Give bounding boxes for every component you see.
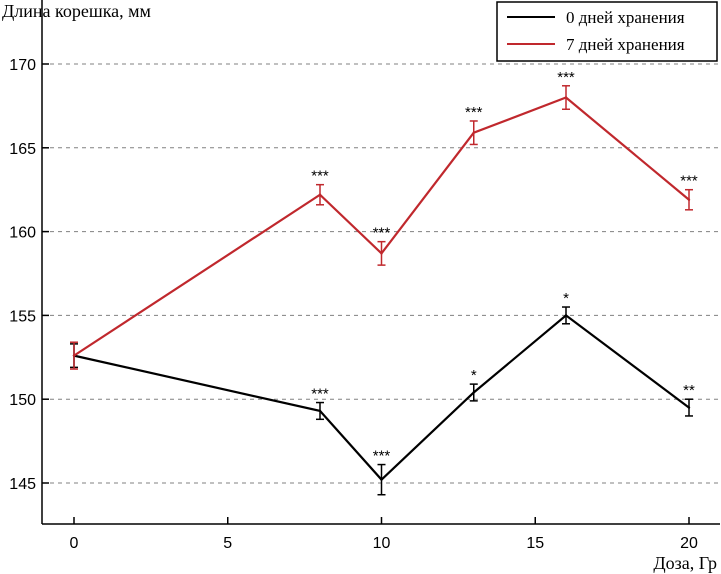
legend-label-0: 0 дней хранения	[566, 8, 685, 27]
significance-label-0-5: **	[683, 382, 695, 399]
data-point-1-4	[564, 96, 568, 99]
significance-label-1-3: ***	[465, 104, 483, 121]
significance-label-1-5: ***	[680, 173, 698, 190]
x-tick-label-10: 10	[373, 535, 391, 552]
data-point-0-1	[318, 409, 322, 413]
data-point-1-0	[72, 354, 76, 357]
axes	[41, 0, 720, 525]
grid-lines	[42, 63, 720, 484]
data-point-1-3	[472, 131, 475, 134]
legend-label-1: 7 дней хранения	[566, 35, 685, 54]
series-line-0	[73, 313, 690, 482]
series-line-1	[73, 96, 690, 357]
data-point-0-5	[687, 406, 691, 409]
significance-labels: *************************	[311, 69, 698, 465]
data-point-0-3	[472, 391, 475, 394]
data-series	[70, 85, 693, 496]
y-axis-title: Длина корешка, мм	[2, 1, 151, 21]
data-point-1-1	[318, 193, 322, 196]
y-tick-label-165: 165	[9, 141, 36, 158]
series-1	[70, 85, 693, 370]
legend-box	[496, 1, 718, 62]
significance-label-0-2: ***	[373, 448, 391, 465]
data-point-1-5	[687, 198, 691, 201]
x-tick-label-15: 15	[526, 535, 544, 552]
data-point-1-2	[380, 252, 383, 255]
series-0	[70, 306, 693, 496]
significance-label-0-4: *	[563, 290, 569, 307]
significance-label-1-4: ***	[557, 69, 575, 86]
significance-label-1-2: ***	[373, 225, 391, 242]
significance-label-0-3: *	[471, 367, 477, 384]
legend: 0 дней хранения 7 дней хранения	[496, 1, 718, 62]
data-point-0-4	[564, 314, 568, 317]
y-tick-label-155: 155	[9, 308, 36, 325]
x-tick-label-5: 5	[223, 535, 232, 552]
y-tick-label-150: 150	[9, 392, 36, 409]
x-tick-label-0: 0	[70, 535, 79, 552]
x-axis-title: Доза, Гр	[653, 553, 717, 573]
y-tick-label-145: 145	[9, 476, 36, 493]
tick-labels: 145 150 155 160 165 170 0 5 10 15 20	[9, 57, 698, 552]
y-tick-label-170: 170	[9, 57, 36, 74]
significance-label-1-1: ***	[311, 168, 329, 185]
y-tick-label-160: 160	[9, 225, 36, 242]
data-point-0-2	[380, 478, 383, 481]
significance-label-0-1: ***	[311, 386, 329, 403]
x-tick-label-20: 20	[680, 535, 698, 552]
